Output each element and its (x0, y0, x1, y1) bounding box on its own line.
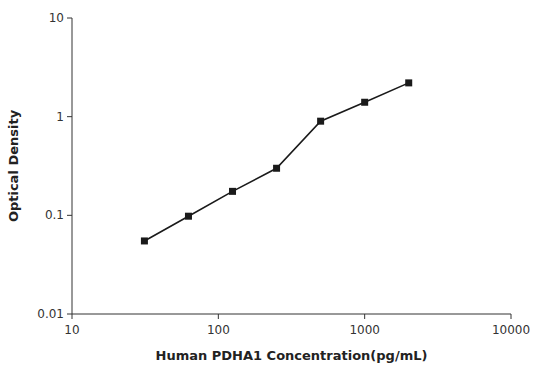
x-axis-label: Human PDHA1 Concentration(pg/mL) (156, 348, 428, 363)
data-point (273, 165, 280, 172)
y-axis-line (72, 18, 73, 314)
x-tick (72, 314, 73, 319)
data-point (361, 99, 368, 106)
y-tick (67, 215, 72, 216)
data-point (317, 118, 324, 125)
x-tick (364, 314, 365, 319)
chart-container: 10 100 1000 10000 0.01 0.1 1 10 Human PDHA1 Conc… (0, 0, 533, 372)
y-tick (67, 314, 72, 315)
y-axis-label: Optical Density (6, 109, 21, 222)
x-tick-label: 10 (64, 323, 79, 337)
x-tick (218, 314, 219, 319)
y-tick-label: 1 (56, 110, 64, 124)
y-tick-label: 0.01 (37, 307, 64, 321)
y-tick-label: 0.1 (45, 208, 64, 222)
data-point (229, 188, 236, 195)
data-line (144, 83, 408, 241)
x-axis-line (72, 314, 511, 315)
y-tick (67, 18, 72, 19)
data-point (141, 237, 148, 244)
chart-svg: 10 100 1000 10000 0.01 0.1 1 10 Human PDHA1 Conc… (0, 0, 533, 372)
plot-area (141, 79, 412, 244)
y-tick-label: 10 (49, 11, 64, 25)
data-point (185, 213, 192, 220)
y-tick (67, 116, 72, 117)
x-tick-label: 10000 (492, 323, 530, 337)
data-point (405, 79, 412, 86)
x-tick (511, 314, 512, 319)
x-tick-label: 1000 (349, 323, 380, 337)
x-tick-label: 100 (207, 323, 230, 337)
